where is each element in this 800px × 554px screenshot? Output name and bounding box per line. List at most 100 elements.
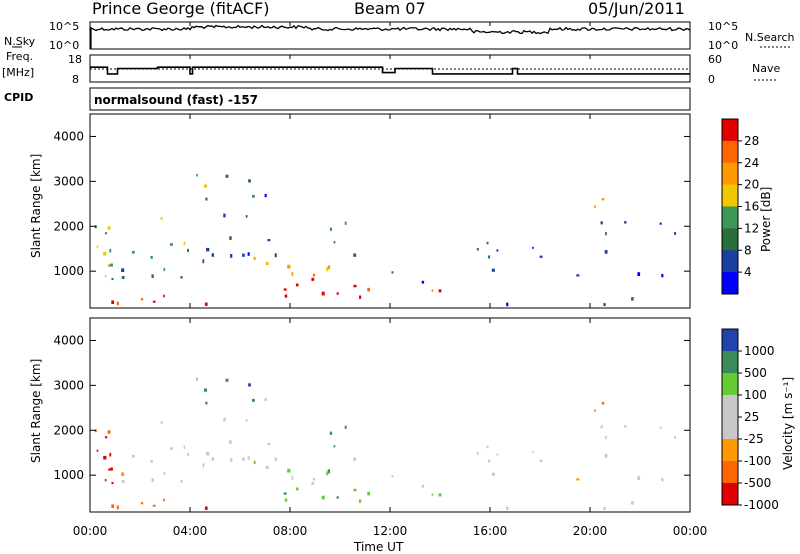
power-cell <box>225 174 229 178</box>
power-cell <box>206 247 210 252</box>
power-colorbar-label: Power [dB] <box>759 187 773 252</box>
velocity-cell <box>604 454 608 458</box>
velocity-cell <box>247 456 250 460</box>
power-cell <box>353 284 357 288</box>
velocity-cell <box>225 378 229 382</box>
power-cell <box>594 205 596 208</box>
velocity-cell <box>211 457 214 461</box>
power-cell <box>211 253 214 257</box>
power-cell <box>438 289 442 293</box>
velocity-cell <box>104 479 107 482</box>
velocity-cell <box>421 484 425 488</box>
power-cell <box>353 253 357 257</box>
noise-ytick-top-right: 10^5 <box>708 20 738 33</box>
velocity-cell <box>242 457 245 461</box>
velocity-ylabel: Slant Range [km] <box>29 359 43 463</box>
velocity-cell <box>248 383 251 387</box>
power-cell <box>311 277 315 281</box>
velocity-cell <box>151 478 154 482</box>
velocity-cell <box>131 454 135 458</box>
power-cell <box>151 274 154 278</box>
velocity-cell <box>223 417 226 422</box>
velocity-cell <box>204 506 208 510</box>
colorbar-tick-label: 500 <box>744 366 767 380</box>
velocity-cell <box>140 502 144 505</box>
power-cell <box>152 300 156 303</box>
station-title: Prince George (fitACF) <box>92 0 270 18</box>
power-cell <box>163 294 165 298</box>
power-cell <box>111 300 114 304</box>
y-tick-label: 2000 <box>53 219 84 233</box>
x-axis-label: Time UT <box>353 540 404 554</box>
velocity-cell <box>283 492 287 495</box>
cpid-label: CPID <box>4 91 33 104</box>
velocity-cell <box>180 480 183 483</box>
colorbar-tick-label: 1000 <box>744 344 775 358</box>
velocity-cell <box>431 493 434 496</box>
power-cell <box>344 221 347 225</box>
velocity-cell <box>333 445 336 448</box>
y-tick-label: 3000 <box>53 174 84 188</box>
velocity-cell <box>264 398 267 402</box>
velocity-cell <box>230 458 233 462</box>
noise-trace <box>89 24 691 49</box>
power-cell <box>170 243 173 246</box>
power-cell <box>104 232 108 235</box>
power-cell <box>624 221 627 224</box>
velocity-cell <box>104 436 108 439</box>
power-cell <box>203 184 208 188</box>
power-cell <box>140 298 144 301</box>
velocity-cell <box>624 425 627 428</box>
time-x-axis: 00:00 04:00 08:00 12:00 16:00 20:00 00:00 <box>73 22 707 538</box>
velocity-cell <box>438 493 442 497</box>
noise-ytick-top-left: 10^5 <box>49 20 79 33</box>
power-y-axis: 4000 3000 2000 1000 <box>53 129 690 278</box>
power-cell <box>604 250 608 254</box>
freq-ytick-bottom-right: 0 <box>708 73 715 86</box>
colorbar-tick-label: 28 <box>744 134 759 148</box>
power-cell <box>312 273 315 277</box>
cpid-panel-frame <box>89 87 691 111</box>
velocity-cell <box>321 495 325 500</box>
velocity-cell <box>506 506 509 511</box>
y-tick-label: 3000 <box>53 378 84 392</box>
x-tick-label: 08:00 <box>273 524 308 538</box>
velocity-cell <box>206 451 210 456</box>
power-cell <box>329 227 332 231</box>
power-cell <box>674 232 677 235</box>
freq-ytick-top-right: 60 <box>708 53 722 66</box>
power-cell <box>160 217 163 220</box>
power-cell <box>287 264 291 269</box>
cpid-text: normalsound (fast) -157 <box>94 93 258 107</box>
colorbar-tick-label: 20 <box>744 178 759 192</box>
y-tick-label: 2000 <box>53 423 84 437</box>
velocity-cell <box>252 398 255 402</box>
colorbar-tick-label: 12 <box>744 221 759 235</box>
power-cell <box>506 302 509 307</box>
power-cell <box>600 221 603 225</box>
frequency-step-line <box>90 66 690 75</box>
velocity-cell <box>287 468 291 473</box>
velocity-y-axis: 4000 3000 2000 1000 <box>53 333 690 482</box>
colorbar-tick-label: -1000 <box>744 498 779 512</box>
power-cell <box>295 283 299 287</box>
power-cell <box>267 239 271 242</box>
velocity-cell <box>163 472 166 476</box>
colorbar-segment <box>722 461 738 484</box>
velocity-cell <box>539 459 543 462</box>
power-cell <box>229 236 232 240</box>
velocity-cell <box>353 457 357 461</box>
power-cell <box>110 263 113 267</box>
power-cell <box>476 247 479 251</box>
velocity-cell <box>150 460 153 463</box>
colorbar-segment <box>722 228 738 251</box>
velocity-cell <box>253 460 256 465</box>
velocity-cell <box>107 430 111 434</box>
colorbar-segment <box>722 140 738 164</box>
date-label: 05/Jun/2011 <box>588 0 685 18</box>
colorbar-segment <box>722 439 738 462</box>
colorbar-segment <box>722 162 738 186</box>
velocity-cell <box>291 476 294 480</box>
velocity-cell <box>311 481 315 485</box>
colorbar-segment <box>722 395 738 418</box>
